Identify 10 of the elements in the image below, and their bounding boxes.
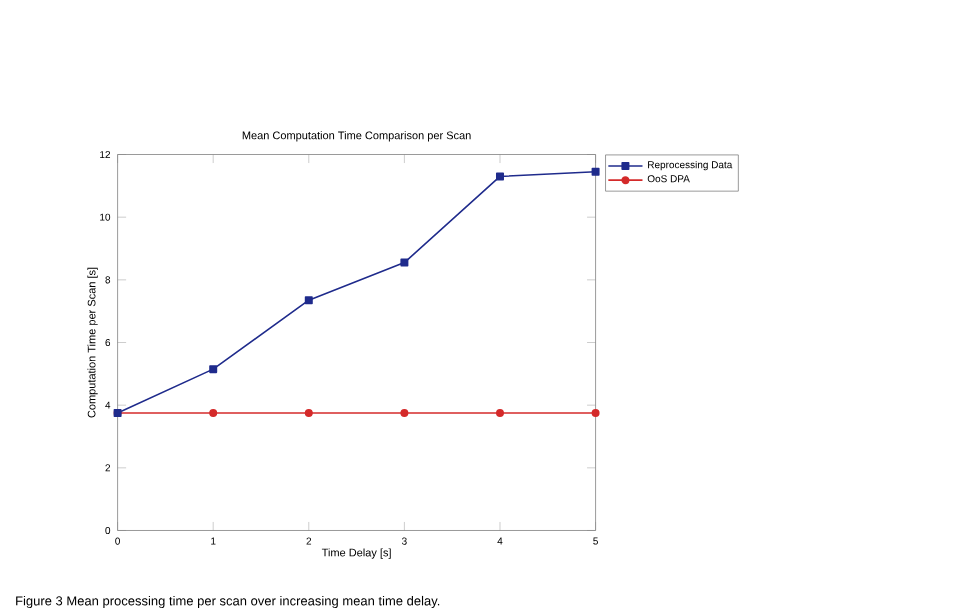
point	[209, 408, 218, 417]
point	[304, 295, 313, 304]
point	[495, 172, 504, 181]
point	[304, 408, 313, 417]
point	[400, 408, 409, 417]
point	[495, 408, 504, 417]
point	[209, 364, 218, 373]
point	[400, 258, 409, 267]
point	[591, 408, 600, 417]
point	[591, 167, 600, 176]
